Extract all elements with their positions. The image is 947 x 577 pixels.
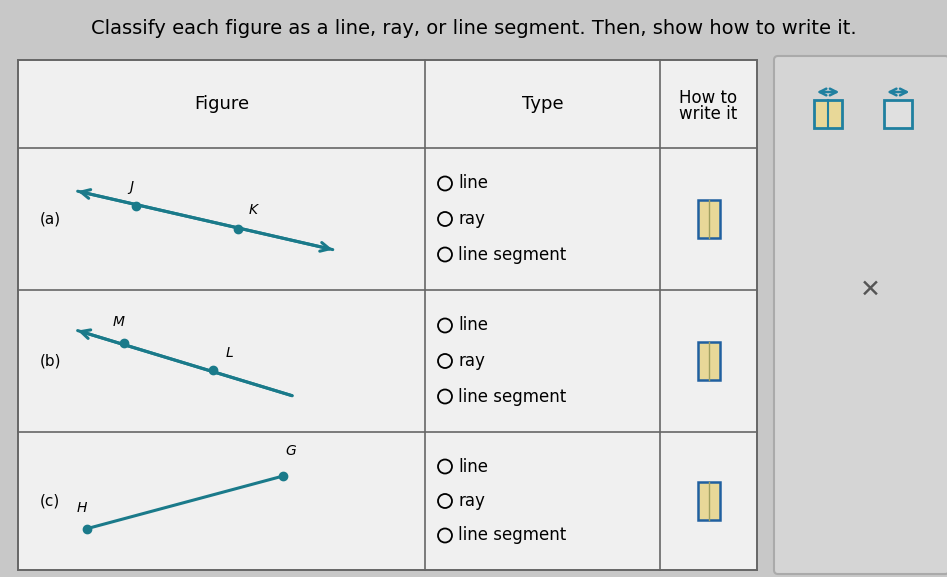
Text: J: J	[129, 180, 134, 194]
Text: ✕: ✕	[859, 278, 881, 302]
Text: line segment: line segment	[458, 388, 566, 406]
Text: ray: ray	[458, 492, 485, 510]
Text: How to: How to	[679, 89, 738, 107]
Text: (a): (a)	[40, 212, 62, 227]
Text: Figure: Figure	[194, 95, 249, 113]
Text: line: line	[458, 317, 488, 335]
Text: H: H	[77, 501, 87, 515]
Text: line segment: line segment	[458, 526, 566, 545]
Text: Type: Type	[522, 95, 563, 113]
FancyBboxPatch shape	[698, 482, 720, 520]
Text: (c): (c)	[40, 493, 61, 508]
Text: ray: ray	[458, 210, 485, 228]
FancyBboxPatch shape	[884, 100, 912, 128]
Text: G: G	[285, 444, 295, 458]
Text: M: M	[113, 314, 125, 328]
Text: write it: write it	[679, 105, 738, 123]
Text: (b): (b)	[40, 354, 62, 369]
Text: line segment: line segment	[458, 245, 566, 264]
FancyBboxPatch shape	[814, 100, 842, 128]
FancyBboxPatch shape	[774, 56, 947, 574]
FancyBboxPatch shape	[698, 200, 720, 238]
Text: K: K	[248, 203, 258, 217]
Text: Classify each figure as a line, ray, or line segment. Then, show how to write it: Classify each figure as a line, ray, or …	[91, 18, 856, 38]
Text: line: line	[458, 458, 488, 475]
FancyBboxPatch shape	[698, 342, 720, 380]
FancyBboxPatch shape	[18, 60, 757, 570]
Text: line: line	[458, 174, 488, 193]
Text: ray: ray	[458, 352, 485, 370]
Text: L: L	[225, 346, 233, 359]
